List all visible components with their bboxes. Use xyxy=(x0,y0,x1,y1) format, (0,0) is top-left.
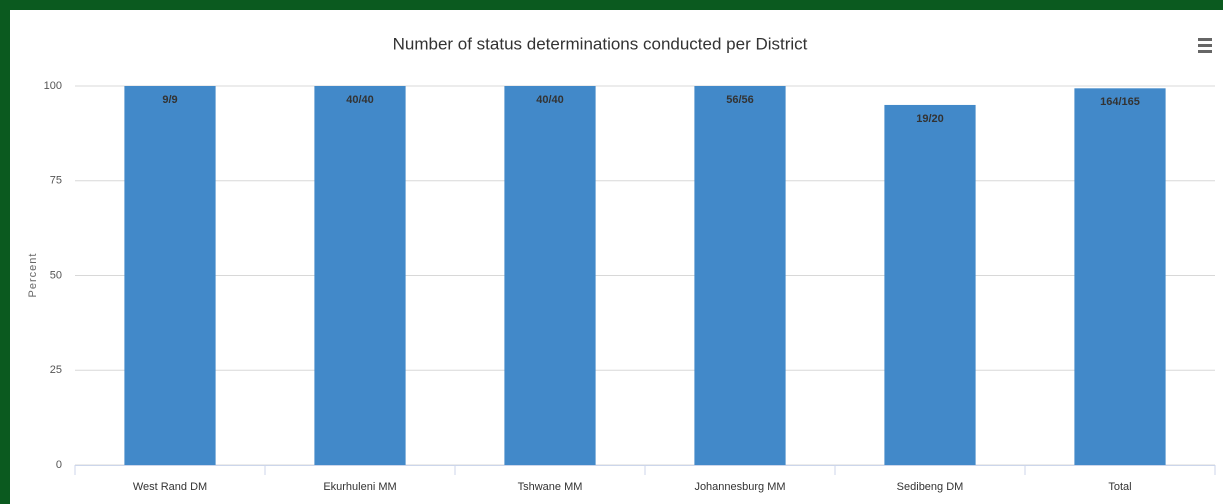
menu-bar[interactable] xyxy=(1198,50,1212,53)
value-label: 40/40 xyxy=(536,94,564,106)
x-tick-label: West Rand DM xyxy=(133,481,207,493)
x-tick-label: Tshwane MM xyxy=(518,481,583,493)
y-tick-label: 75 xyxy=(50,175,62,187)
value-label: 56/56 xyxy=(726,94,754,106)
y-tick-label: 100 xyxy=(44,80,62,92)
bar xyxy=(124,86,216,465)
chart-title: Number of status determinations conducte… xyxy=(393,34,808,53)
x-tick-label: Johannesburg MM xyxy=(694,481,785,493)
menu-bar[interactable] xyxy=(1198,44,1212,47)
y-tick-label: 0 xyxy=(56,459,62,471)
menu-bar[interactable] xyxy=(1198,38,1212,41)
value-label: 9/9 xyxy=(162,94,177,106)
menu-icon[interactable] xyxy=(1198,38,1212,53)
value-label: 40/40 xyxy=(346,94,374,106)
y-tick-label: 50 xyxy=(50,269,62,281)
bar xyxy=(694,86,786,465)
value-label: 19/20 xyxy=(916,113,944,125)
y-tick-label: 25 xyxy=(50,364,62,376)
bar xyxy=(314,86,406,465)
x-tick-label: Ekurhuleni MM xyxy=(323,481,396,493)
x-tick-label: Sedibeng DM xyxy=(897,481,964,493)
bar xyxy=(884,104,976,465)
bar xyxy=(1074,88,1166,466)
bar xyxy=(504,86,596,465)
y-axis-label: Percent xyxy=(27,253,39,298)
x-tick-label: Total xyxy=(1108,481,1131,493)
value-label: 164/165 xyxy=(1100,96,1140,108)
